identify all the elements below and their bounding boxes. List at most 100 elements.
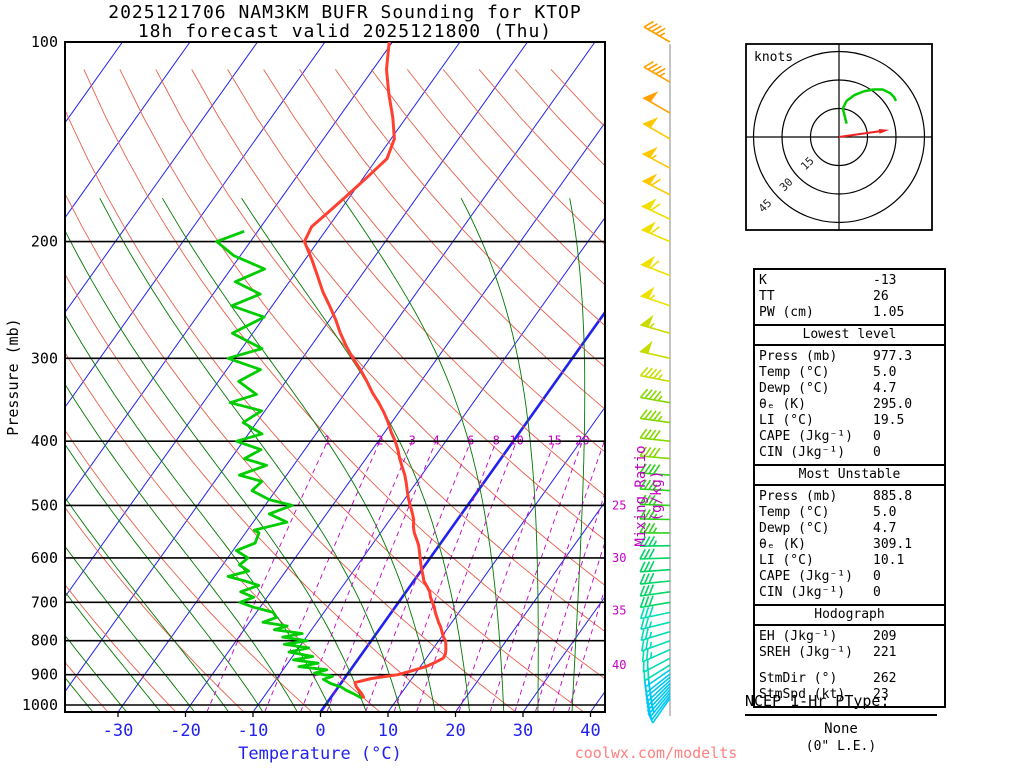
wind-barb [639,560,671,573]
indices-table: K -13 TT 26 PW (cm) 1.05 Lowest level Press (… [753,268,946,708]
row-label: Temp (°C) [759,365,830,380]
mixing-ratio-axis-label: Mixing Ratio (g/kg) [633,445,665,547]
watermark-text: coolwx.com/modelts [574,744,738,762]
svg-text:600: 600 [31,549,58,567]
row-value: 209 [873,629,897,644]
pressure-axis-label: Pressure (mb) [4,318,22,436]
temperature-curve [302,42,448,699]
row-label: Press (mb) [759,349,838,364]
section-header-hodograph: Hodograph [755,604,944,626]
most-unstable-rows: Press (mb) 885.8 Temp (°C) 5.0 Dewp (°C) 4.7 θ… [759,489,940,601]
row-label: θₑ (K) [759,537,806,552]
row-label: LI (°C) [759,413,814,428]
row-label: Dewp (°C) [759,381,830,396]
svg-text:400: 400 [31,432,58,450]
row-value: 0 [873,429,881,444]
table-row: Temp (°C) 5.0 [759,505,940,521]
wind-barb [639,463,671,476]
row-value: 26 [873,289,889,304]
svg-text:-10: -10 [238,721,269,741]
wind-barb [639,479,671,492]
table-row: PW (cm) 1.05 [759,305,940,321]
table-row: Temp (°C) 5.0 [759,365,940,381]
ptype-title: NCEP 1-Hr PType: [745,692,937,716]
table-row: StmSpd (kt) 23 [759,687,940,703]
svg-text:20: 20 [445,721,465,741]
table-row: SREH (Jkg⁻¹) 221 [759,645,940,661]
hodograph-rows: EH (Jkg⁻¹) 209 SREH (Jkg⁻¹) 221 [759,629,940,661]
pressure-tick-labels: 100 200 300 400 500 600 700 800 900 1000 [22,33,58,714]
mixing-ratio-lines [206,441,605,712]
row-label: CAPE (Jkg⁻¹) [759,569,853,584]
wind-barb [639,548,671,560]
row-value: 0 [873,445,881,460]
svg-text:300: 300 [31,349,58,367]
row-value: 19.5 [873,413,905,428]
svg-text:200: 200 [31,233,58,251]
wind-barb [639,595,671,609]
table-row: Dewp (°C) 4.7 [759,521,940,537]
wind-barb [640,255,671,277]
table-row: TT 26 [759,289,940,305]
table-row: CIN (Jkg⁻¹) 0 [759,585,940,601]
storm-motion-arrowhead [878,129,890,134]
wind-barb [641,638,671,652]
row-value: 295.0 [873,397,913,412]
row-value: 0 [873,585,881,600]
section-header-most-unstable: Most Unstable [755,464,944,486]
indices-stats: K -13 TT 26 PW (cm) 1.05 [759,273,940,321]
row-value: 23 [873,687,889,702]
wind-barb [640,221,671,243]
wind-barb [639,428,671,442]
row-label: StmSpd (kt) [759,687,846,702]
wind-barb [639,314,671,335]
table-row: K -13 [759,273,940,289]
svg-text:30: 30 [612,551,626,565]
svg-text:-20: -20 [170,721,201,741]
svg-text:500: 500 [31,496,58,514]
table-row: CAPE (Jkg⁻¹) 0 [759,569,940,585]
ptype-panel: NCEP 1-Hr PType: None (0" L.E.) [745,692,937,754]
svg-text:900: 900 [31,666,58,684]
svg-text:100: 100 [31,33,58,51]
table-row: LI (°C) 10.1 [759,553,940,569]
table-row: CAPE (Jkg⁻¹) 0 [759,429,940,445]
wind-barb [639,584,671,597]
row-label: EH (Jkg⁻¹) [759,629,838,644]
plot-border [64,41,606,713]
svg-text:800: 800 [31,632,58,650]
section-header-lowest-level: Lowest level [755,324,944,346]
row-value: 309.1 [873,537,913,552]
wind-barb [639,494,671,507]
wind-barb [641,146,671,169]
row-label: SREH (Jkg⁻¹) [759,645,853,660]
table-row: StmDir (°) 262 [759,671,940,687]
svg-text:0: 0 [315,721,325,741]
row-label: CAPE (Jkg⁻¹) [759,429,853,444]
wind-barb [639,522,670,534]
svg-text:25: 25 [612,498,626,512]
ptype-note: (0" L.E.) [805,739,877,754]
wind-barb [639,606,671,620]
sounding-curves [215,42,448,700]
wind-barb [639,536,671,547]
svg-text:-30: -30 [103,721,134,741]
wind-barb [639,509,671,521]
row-value: 977.3 [873,349,913,364]
storm-motion-rows: StmDir (°) 262 StmSpd (kt) 23 [759,671,940,703]
wind-barb [642,117,671,140]
table-row: θₑ (K) 295.0 [759,397,940,413]
wind-barb-column [639,20,671,724]
table-row: LI (°C) 19.5 [759,413,940,429]
wind-barb [640,628,671,642]
table-row: EH (Jkg⁻¹) 209 [759,629,940,645]
row-value: 5.0 [873,365,897,380]
row-value: -13 [873,273,897,288]
storm-motion-arrow [838,129,883,138]
wind-barb [639,340,671,360]
table-row: CIN (Jkg⁻¹) 0 [759,445,940,461]
wind-barb [639,446,671,460]
